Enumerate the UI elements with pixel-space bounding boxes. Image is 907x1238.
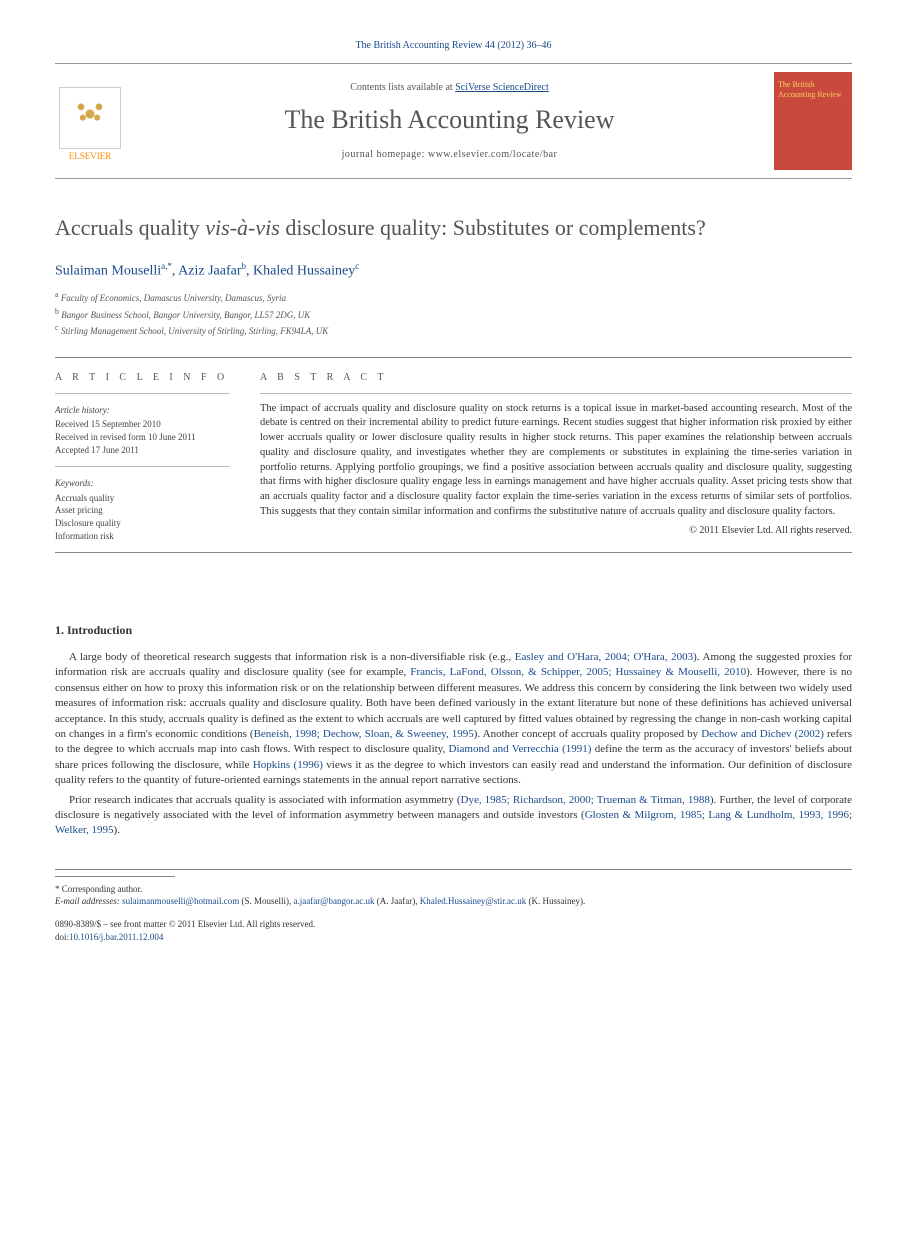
keyword-2: Asset pricing	[55, 504, 230, 517]
affiliations: a Faculty of Economics, Damascus Univers…	[55, 289, 852, 339]
intro-heading: 1. Introduction	[55, 623, 852, 638]
affiliation-b: Bangor Business School, Bangor Universit…	[61, 310, 310, 320]
email-2[interactable]: a.jaafar@bangor.ac.uk	[293, 896, 374, 906]
corresponding-author: * Corresponding author.	[55, 883, 852, 896]
author-1-sup: a,*	[161, 261, 172, 271]
received-date: Received 15 September 2010	[55, 418, 230, 431]
intro-paragraph-2: Prior research indicates that accruals q…	[55, 793, 852, 839]
author-2[interactable]: Aziz Jaafar	[178, 263, 241, 278]
abstract-body: The impact of accruals quality and discl…	[260, 402, 852, 520]
history-label: Article history:	[55, 404, 230, 417]
keywords-label: Keywords:	[55, 477, 230, 490]
info-divider-1	[55, 393, 230, 394]
authors-line: Sulaiman Mousellia,*, Aziz Jaafarb, Khal…	[55, 261, 852, 280]
revised-date: Received in revised form 10 June 2011	[55, 431, 230, 444]
author-1[interactable]: Sulaiman Mouselli	[55, 263, 161, 278]
accepted-date: Accepted 17 June 2011	[55, 444, 230, 457]
title-part-2: disclosure quality: Substitutes or compl…	[280, 215, 706, 240]
intro-paragraph-1: A large body of theoretical research sug…	[55, 650, 852, 789]
article-info-panel: A R T I C L E I N F O Article history: R…	[55, 372, 230, 542]
info-divider-2	[55, 466, 230, 467]
title-part-1: Accruals quality	[55, 215, 205, 240]
cite-dye[interactable]: Dye, 1985; Richardson, 2000; Trueman & T…	[461, 794, 710, 806]
elsevier-logo: ELSEVIER	[55, 81, 125, 161]
doi-link[interactable]: 10.1016/j.bar.2011.12.004	[69, 932, 163, 942]
masthead: ELSEVIER Contents lists available at Sci…	[55, 63, 852, 179]
keyword-1: Accruals quality	[55, 492, 230, 505]
divider-bottom	[55, 552, 852, 553]
abstract-panel: A B S T R A C T The impact of accruals q…	[260, 372, 852, 542]
keyword-3: Disclosure quality	[55, 517, 230, 530]
abstract-divider	[260, 393, 852, 394]
article-title: Accruals quality vis-à-vis disclosure qu…	[55, 214, 852, 243]
cover-thumb-title: The British Accounting Review	[778, 80, 848, 99]
homepage-prefix: journal homepage:	[342, 149, 428, 160]
contents-prefix: Contents lists available at	[350, 82, 455, 93]
journal-title: The British Accounting Review	[135, 105, 764, 135]
doi-label: doi:	[55, 932, 69, 942]
homepage-url[interactable]: www.elsevier.com/locate/bar	[428, 149, 557, 160]
introduction-section: 1. Introduction A large body of theoreti…	[55, 623, 852, 839]
cite-beneish[interactable]: Beneish, 1998; Dechow, Sloan, & Sweeney,…	[254, 728, 474, 740]
cite-francis[interactable]: Francis, LaFond, Olsson, & Schipper, 200…	[410, 666, 746, 678]
sciencedirect-link[interactable]: SciVerse ScienceDirect	[455, 82, 549, 93]
keyword-4: Information risk	[55, 530, 230, 543]
email-line: E-mail addresses: sulaimanmouselli@hotma…	[55, 895, 852, 908]
journal-cover-thumb: The British Accounting Review	[774, 72, 852, 170]
cite-easley[interactable]: Easley and O'Hara, 2004; O'Hara, 2003	[515, 651, 693, 663]
author-2-sup: b	[242, 261, 247, 271]
email-3[interactable]: Khaled.Hussainey@stir.ac.uk	[420, 896, 527, 906]
author-3[interactable]: Khaled Hussainey	[253, 263, 355, 278]
article-info-heading: A R T I C L E I N F O	[55, 372, 230, 383]
affiliation-a: Faculty of Economics, Damascus Universit…	[61, 293, 286, 303]
abstract-copyright: © 2011 Elsevier Ltd. All rights reserved…	[260, 525, 852, 536]
journal-reference: The British Accounting Review 44 (2012) …	[55, 40, 852, 51]
affiliation-c: Stirling Management School, University o…	[61, 326, 329, 336]
cite-hopkins[interactable]: Hopkins (1996)	[253, 759, 323, 771]
page-footer: * Corresponding author. E-mail addresses…	[55, 869, 852, 943]
issn-copyright: 0890-8389/$ – see front matter © 2011 El…	[55, 918, 852, 931]
email-1[interactable]: sulaimanmouselli@hotmail.com	[122, 896, 239, 906]
elsevier-tree-icon	[59, 87, 121, 149]
abstract-heading: A B S T R A C T	[260, 372, 852, 383]
footnote-separator	[55, 876, 175, 877]
author-3-sup: c	[355, 261, 359, 271]
cite-dechow[interactable]: Dechow and Dichev (2002)	[701, 728, 824, 740]
elsevier-text: ELSEVIER	[69, 151, 112, 161]
cite-diamond[interactable]: Diamond and Verrecchia (1991)	[449, 743, 592, 755]
title-italic: vis-à-vis	[205, 215, 280, 240]
